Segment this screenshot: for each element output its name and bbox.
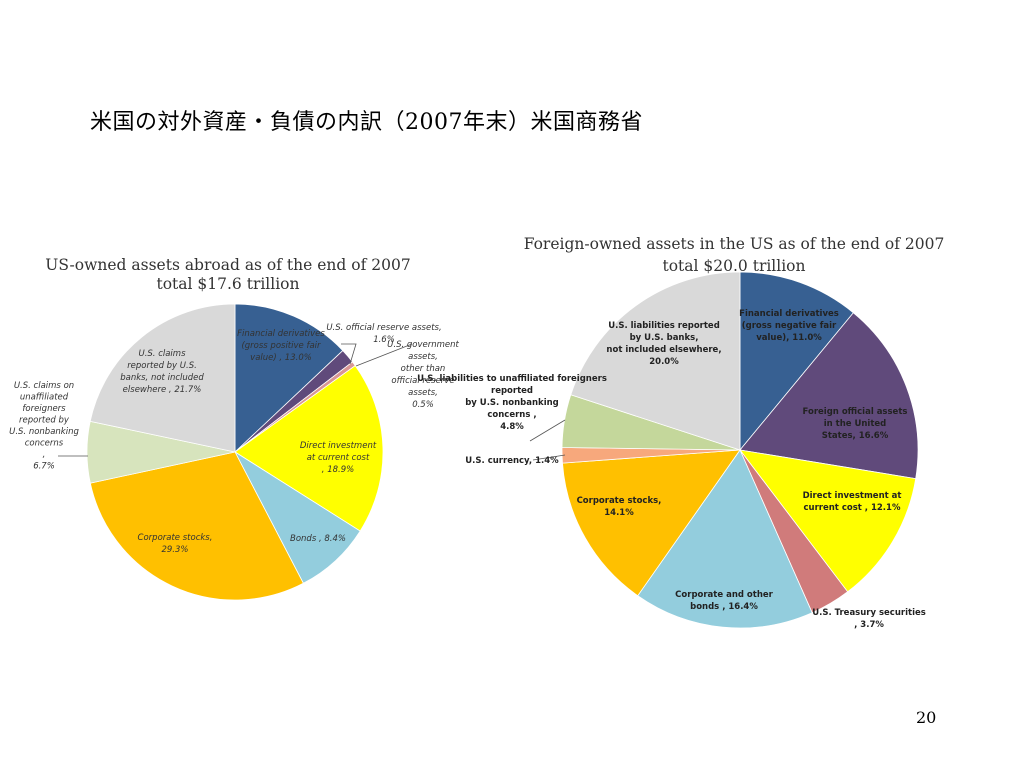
chart2-title-line1: Foreign-owned assets in the US as of the…: [524, 235, 945, 253]
chart2-title-line2: total $20.0 trillion: [663, 257, 806, 275]
chart2-slice-5: [562, 449, 741, 597]
chart1-label-stocks: Corporate stocks, 29.3%: [138, 533, 213, 555]
chart1-label-govt: U.S. government assets, other than official…: [387, 340, 459, 410]
chart1-label-claims-banks: U.S. claims reported by U.S. banks, not in…: [120, 349, 204, 395]
leader-line-currency: [532, 454, 566, 461]
chart2-label-liab-nonbank: U.S. liabilities to unaffiliated foreign…: [417, 374, 607, 432]
chart1-title-line2: total $17.6 trillion: [157, 275, 300, 293]
chart1-slice-5: [89, 451, 304, 601]
chart1-slice-3: [234, 365, 384, 532]
leader-line-reserve: [341, 343, 357, 365]
chart1-slice-7: [89, 303, 236, 453]
chart1-label-reserve: U.S. official reserve assets, 1.6%: [326, 323, 441, 345]
chart2-label-official: Foreign official assets in the United Stat…: [803, 407, 908, 441]
chart2-slice-4: [637, 449, 813, 629]
chart1-label-claims-nonbank: U.S. claims on unaffiliated foreigners repo…: [9, 381, 79, 472]
leader-line-liab: [529, 419, 566, 442]
chart2-slice-2: [739, 449, 917, 593]
chart2-label-treasury: U.S. Treasury securities, 3.7%: [812, 608, 926, 630]
chart1-labels: Financial derivatives (gross positive fai…: [9, 323, 459, 555]
slide-title: 米国の対外資産・負債の内訳（2007年末）米国商務省: [90, 110, 643, 135]
chart1-label-direct: Direct investment at current cost, 18.9%: [300, 441, 377, 475]
chart1-label-derivatives: Financial derivatives (gross positive fai…: [237, 329, 325, 363]
chart2-label-derivatives: Financial derivatives (gross negative fai…: [739, 309, 839, 343]
chart2-label-bonds: Corporate and other bonds , 16.4%: [675, 590, 773, 612]
chart2-pie: [561, 271, 919, 629]
chart2-label-liab-banks: U.S. liabilities reported by U.S. banks, n…: [606, 321, 721, 367]
chart2-label-stocks: Corporate stocks, 14.1%: [577, 496, 662, 518]
leader-line-govt: [355, 343, 413, 367]
chart1-pie: [86, 303, 384, 601]
chart1-label-bonds: Bonds , 8.4%: [290, 534, 346, 544]
chart1-slice-0: [234, 303, 344, 453]
chart2-slice-0: [739, 271, 854, 452]
chart2-label-direct: Direct investment at current cost , 12.1%: [803, 491, 902, 513]
page-number: 20: [916, 708, 937, 727]
chart2-slice-8: [570, 271, 741, 451]
chart2-label-currency: U.S. currency, 1.4%: [465, 456, 559, 466]
chart1-title-line1: US-owned assets abroad as of the end of …: [45, 256, 410, 274]
chart2-slice-1: [739, 312, 919, 480]
chart2-labels: Financial derivatives (gross negative fai…: [417, 309, 926, 630]
